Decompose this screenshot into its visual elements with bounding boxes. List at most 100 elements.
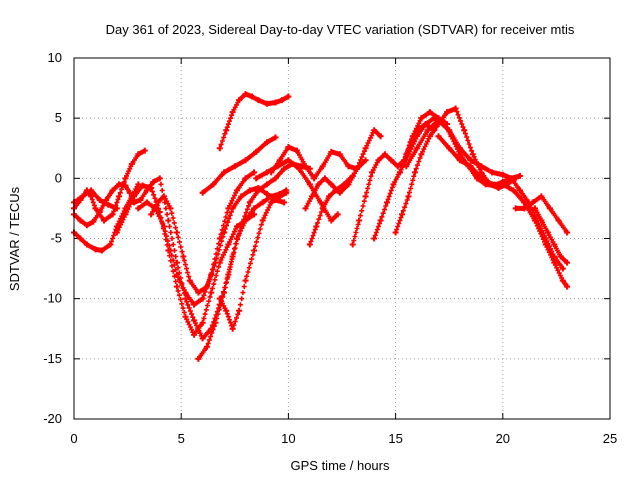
data-point <box>313 223 320 230</box>
data-point <box>167 205 174 212</box>
data-point <box>521 205 528 212</box>
data-point <box>186 277 193 284</box>
data-point <box>251 247 258 254</box>
data-point <box>113 205 120 212</box>
data-point <box>221 229 228 236</box>
series-track-08 <box>148 184 288 296</box>
data-point <box>319 163 326 170</box>
data-point <box>199 335 206 342</box>
data-point <box>362 157 369 164</box>
data-point <box>210 181 217 188</box>
data-point <box>283 189 290 196</box>
data-point <box>456 157 463 164</box>
data-point <box>182 313 189 320</box>
y-tick-label: -10 <box>43 291 62 306</box>
data-point <box>96 196 103 203</box>
data-point <box>263 181 270 188</box>
data-point <box>242 175 249 182</box>
data-point <box>315 181 322 188</box>
data-point <box>278 97 285 104</box>
data-point <box>559 265 566 272</box>
data-point <box>418 151 425 158</box>
data-point <box>538 193 545 200</box>
plot-frame <box>73 57 611 420</box>
data-point <box>135 205 142 212</box>
data-point <box>225 241 232 248</box>
data-point <box>195 289 202 296</box>
data-point <box>336 189 343 196</box>
x-tick-label: 5 <box>178 431 185 446</box>
data-point <box>173 229 180 236</box>
data-point <box>411 169 418 176</box>
data-point <box>544 229 551 236</box>
data-point <box>426 109 433 116</box>
data-point <box>317 199 324 206</box>
data-point <box>564 259 571 266</box>
data-point <box>167 247 174 254</box>
series-track-13 <box>253 157 341 224</box>
data-point <box>96 209 103 216</box>
data-point <box>390 181 397 188</box>
data-point <box>242 157 249 164</box>
data-point <box>302 205 309 212</box>
data-point <box>542 241 549 248</box>
data-point <box>285 93 292 100</box>
data-point <box>203 283 210 290</box>
data-point <box>446 145 453 152</box>
series-markers <box>71 148 148 223</box>
data-point <box>328 217 335 224</box>
data-point <box>285 144 292 151</box>
data-point <box>388 157 395 164</box>
data-point <box>285 157 292 164</box>
data-point <box>180 253 187 260</box>
data-point <box>281 199 288 206</box>
data-points <box>71 91 571 362</box>
data-point <box>531 205 538 212</box>
data-point <box>109 187 116 194</box>
data-point <box>546 205 553 212</box>
y-axis-label: SDTVAR / TECUs <box>7 186 22 291</box>
data-point <box>173 271 180 278</box>
data-point <box>557 253 564 260</box>
data-point <box>551 241 558 248</box>
data-point <box>272 134 279 141</box>
data-point <box>489 181 496 188</box>
data-point <box>98 247 105 254</box>
data-point <box>268 169 275 176</box>
data-point <box>444 109 451 116</box>
data-point <box>414 133 421 140</box>
data-point <box>92 205 99 212</box>
data-point <box>334 211 341 218</box>
data-point <box>461 127 468 134</box>
series-track-11 <box>199 134 279 196</box>
data-point <box>424 127 431 134</box>
data-point <box>377 217 384 224</box>
data-point <box>122 175 129 182</box>
data-point <box>212 319 219 326</box>
data-point <box>263 139 270 146</box>
data-point <box>435 117 442 124</box>
series-track-23 <box>512 193 571 236</box>
data-point <box>529 199 536 206</box>
data-point <box>101 217 108 224</box>
x-tick-label: 0 <box>70 431 77 446</box>
data-point <box>392 229 399 236</box>
data-point <box>139 182 146 189</box>
data-point <box>255 97 262 104</box>
series-track-05 <box>113 182 258 338</box>
data-point <box>452 105 459 112</box>
data-point <box>238 223 245 230</box>
data-point <box>88 193 95 200</box>
data-point <box>161 223 168 230</box>
data-point <box>216 145 223 152</box>
data-point <box>356 217 363 224</box>
data-point <box>246 199 253 206</box>
data-point <box>83 222 90 229</box>
data-point <box>263 100 270 107</box>
data-point <box>311 175 318 182</box>
series-track-10 <box>216 189 290 332</box>
data-point <box>414 145 421 152</box>
data-point <box>199 189 206 196</box>
data-point <box>79 193 86 200</box>
